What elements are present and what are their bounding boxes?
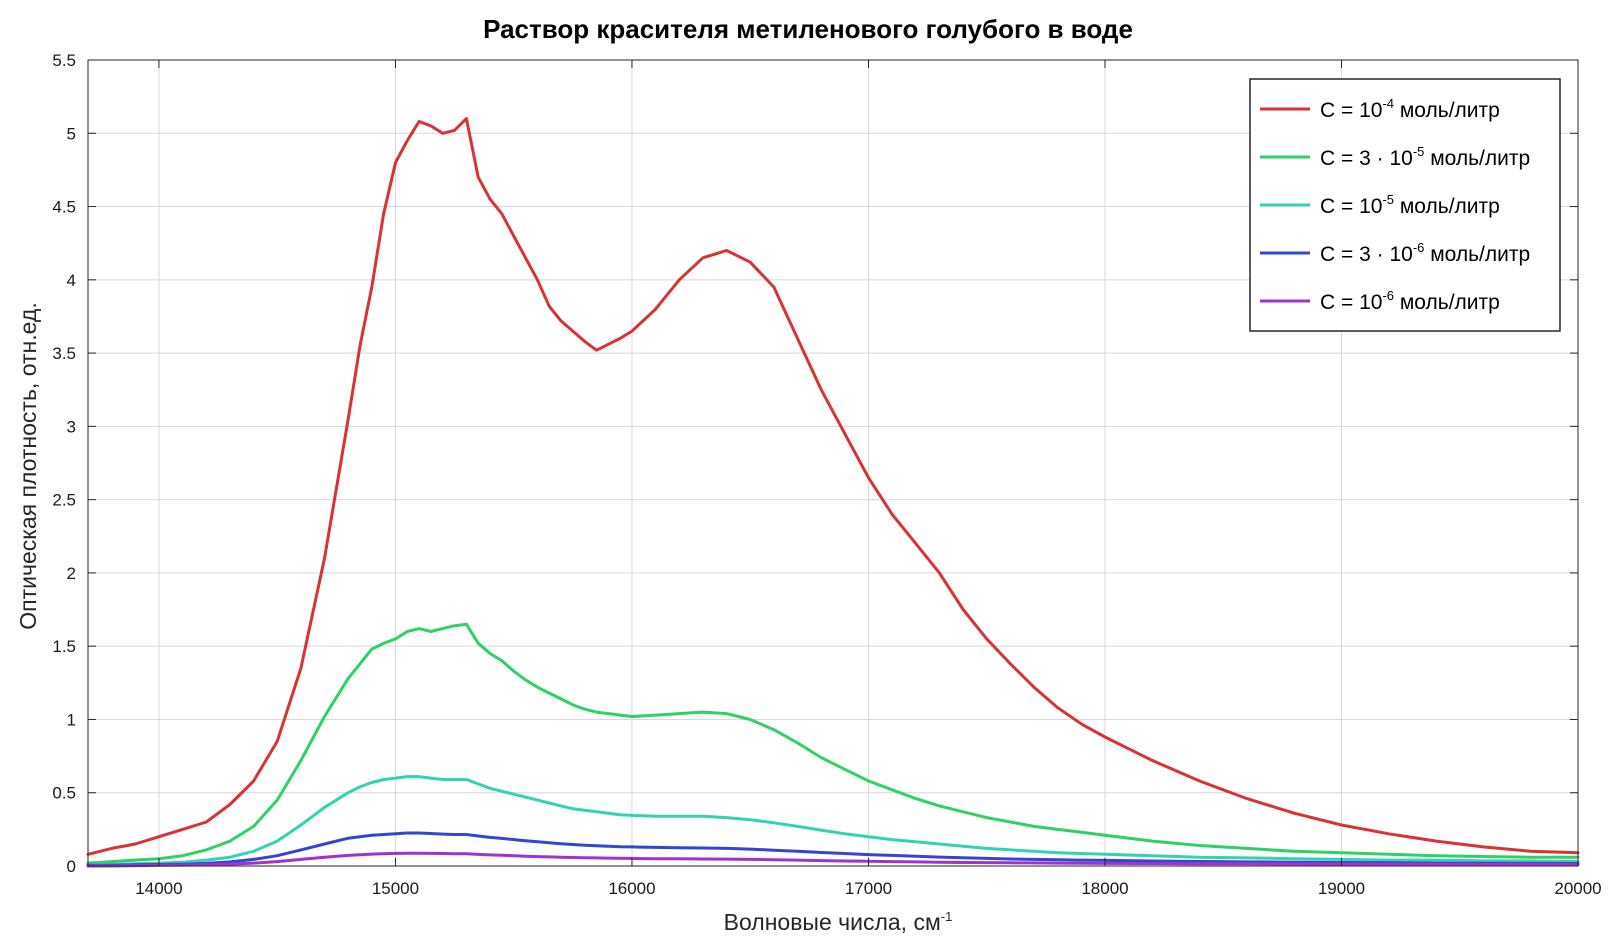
chart-title: Раствор красителя метиленового голубого … bbox=[483, 14, 1133, 44]
legend-label: C = 10-5 моль/литр bbox=[1320, 192, 1500, 218]
legend-label-base: C = 10 bbox=[1320, 291, 1382, 314]
series-line-1 bbox=[86, 117, 1580, 856]
series-line-3 bbox=[86, 775, 1580, 866]
legend-label-exponent: -5 bbox=[1413, 144, 1425, 159]
y-tick-label: 3 bbox=[67, 417, 76, 436]
y-tick-label: 2 bbox=[67, 564, 76, 583]
legend-label-unit: моль/литр bbox=[1424, 243, 1530, 266]
legend-label-exponent: -6 bbox=[1382, 288, 1394, 303]
y-tick-label: 4 bbox=[67, 271, 76, 290]
y-tick-label: 1.5 bbox=[52, 637, 76, 656]
x-tick-label: 19000 bbox=[1318, 879, 1365, 898]
y-tick-label: 1 bbox=[67, 710, 76, 729]
x-tick-label: 18000 bbox=[1081, 879, 1128, 898]
x-axis-label: Волновые числа, см-1 bbox=[724, 909, 953, 935]
y-axis-ticks: 0 0.5 1 1.5 2 2.5 3 3.5 4 4.5 5 5.5 bbox=[52, 51, 1578, 876]
legend-label-base: C = 10 bbox=[1320, 99, 1382, 122]
x-tick-label: 15000 bbox=[372, 879, 419, 898]
plot-frame bbox=[87, 59, 1579, 867]
legend-label-base: C = 10 bbox=[1320, 195, 1382, 218]
legend-label-unit: моль/литр bbox=[1394, 291, 1500, 314]
legend-label: C = 10-4 моль/литр bbox=[1320, 96, 1500, 122]
legend-label-unit: моль/литр bbox=[1424, 147, 1530, 170]
legend-label-exponent: -5 bbox=[1382, 192, 1394, 207]
legend-label-base: C = 3 · 10 bbox=[1320, 147, 1413, 170]
series-lines bbox=[86, 117, 1580, 868]
x-axis-ticks: 14000 15000 16000 17000 18000 19000 20000 bbox=[135, 60, 1602, 898]
series-line-2 bbox=[86, 622, 1580, 865]
y-tick-label: 2.5 bbox=[52, 491, 76, 510]
y-tick-label: 5.5 bbox=[52, 51, 76, 70]
y-tick-label: 4.5 bbox=[52, 198, 76, 217]
x-axis-label-superscript: -1 bbox=[941, 909, 953, 924]
legend-label: C = 3 · 10-6 моль/литр bbox=[1320, 240, 1530, 266]
series-line-4 bbox=[86, 831, 1580, 867]
legend-label: C = 10-6 моль/литр bbox=[1320, 288, 1500, 314]
y-tick-label: 5 bbox=[67, 124, 76, 143]
legend-label-exponent: -4 bbox=[1382, 96, 1394, 111]
x-tick-label: 20000 bbox=[1554, 879, 1601, 898]
legend-label-exponent: -6 bbox=[1413, 240, 1425, 255]
legend-label-unit: моль/литр bbox=[1394, 195, 1500, 218]
series-line-5 bbox=[86, 851, 1580, 868]
y-tick-label: 3.5 bbox=[52, 344, 76, 363]
y-tick-label: 0.5 bbox=[52, 784, 76, 803]
legend-label-base: C = 3 · 10 bbox=[1320, 243, 1413, 266]
y-tick-label: 0 bbox=[67, 857, 76, 876]
x-tick-label: 17000 bbox=[845, 879, 892, 898]
x-axis-label-text: Волновые числа, см bbox=[724, 909, 941, 935]
y-axis-label: Оптическая плотность, отн.ед. bbox=[15, 302, 41, 629]
legend-label: C = 3 · 10-5 моль/литр bbox=[1320, 144, 1530, 170]
x-tick-label: 14000 bbox=[135, 879, 182, 898]
x-tick-label: 16000 bbox=[608, 879, 655, 898]
legend-label-unit: моль/литр bbox=[1394, 99, 1500, 122]
